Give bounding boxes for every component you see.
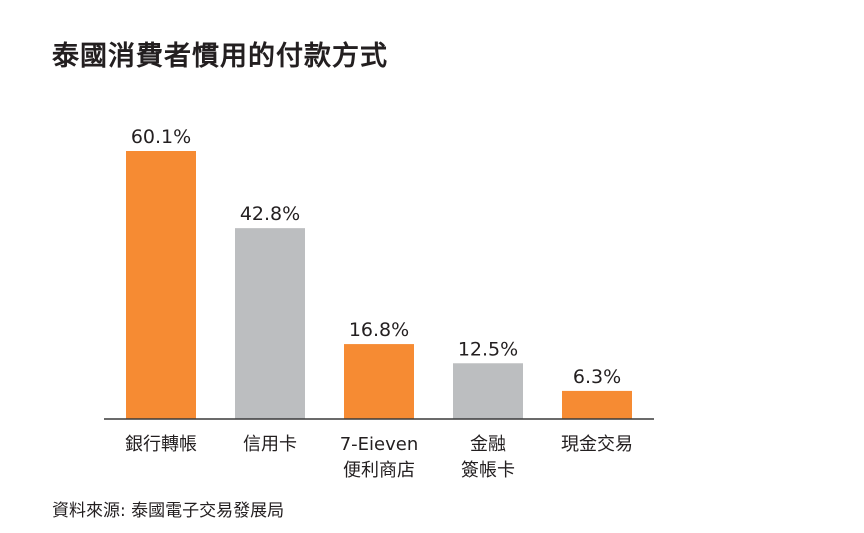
bar — [235, 228, 305, 419]
bar — [344, 344, 414, 419]
category-label: 簽帳卡 — [461, 460, 515, 481]
bar — [126, 151, 196, 419]
bar — [453, 363, 523, 419]
data-label: 60.1% — [131, 126, 191, 148]
bar — [562, 390, 632, 419]
data-label: 6.3% — [573, 366, 621, 388]
data-label: 12.5% — [458, 338, 518, 360]
category-label: 便利商店 — [343, 460, 415, 481]
data-label: 42.8% — [240, 203, 300, 225]
category-label: 信用卡 — [243, 434, 297, 455]
source-note: 資料來源: 泰國電子交易發展局 — [52, 501, 285, 521]
chart-title: 泰國消費者慣用的付款方式 — [52, 41, 388, 72]
category-label: 金融 — [470, 434, 506, 455]
category-label: 7-Eieven — [340, 434, 419, 455]
data-label: 16.8% — [349, 319, 409, 341]
category-label: 銀行轉帳 — [125, 434, 197, 455]
category-label: 現金交易 — [561, 434, 633, 455]
